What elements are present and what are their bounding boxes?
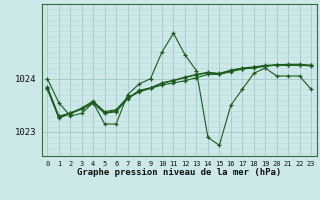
- X-axis label: Graphe pression niveau de la mer (hPa): Graphe pression niveau de la mer (hPa): [77, 168, 281, 177]
